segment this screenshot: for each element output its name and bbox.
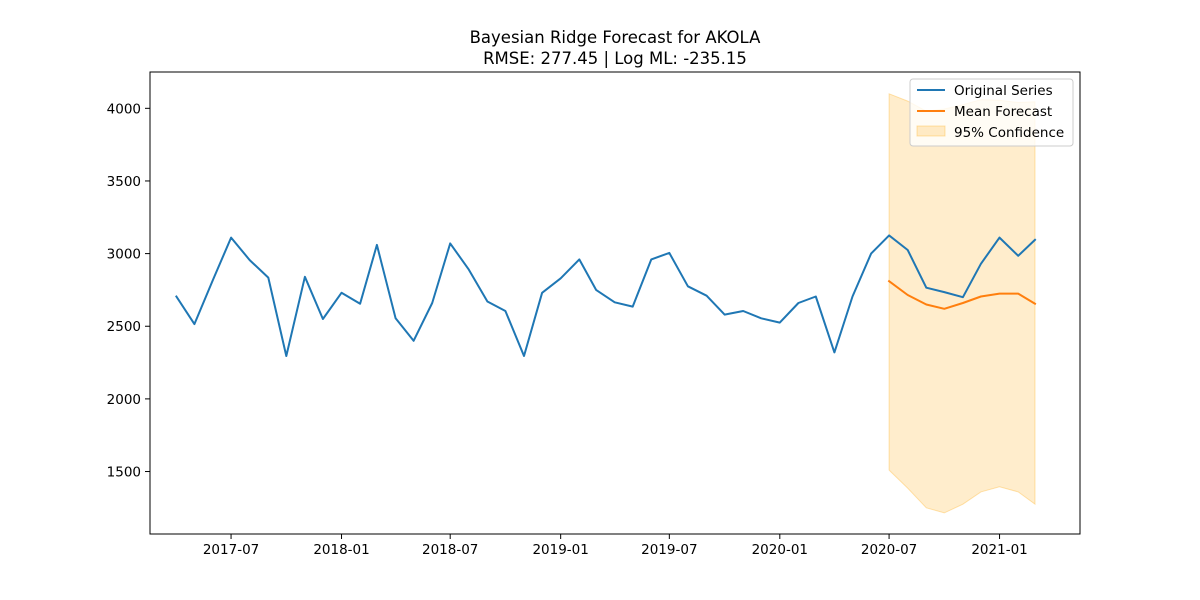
legend-swatch-confidence bbox=[916, 125, 946, 137]
legend-label-confidence: 95% Confidence bbox=[954, 125, 1064, 141]
x-tick-label: 2018-01 bbox=[313, 542, 369, 558]
plot-frame bbox=[149, 71, 1081, 535]
y-tick-label: 2000 bbox=[107, 392, 141, 408]
x-tick-label: 2019-01 bbox=[532, 542, 588, 558]
y-tick-label: 2500 bbox=[107, 319, 141, 335]
x-tick-label: 2021-01 bbox=[971, 542, 1027, 558]
x-tick-label: 2019-07 bbox=[641, 542, 697, 558]
x-tick-label: 2020-01 bbox=[752, 542, 808, 558]
y-tick-label: 3500 bbox=[107, 174, 141, 190]
x-tick-label: 2017-07 bbox=[203, 542, 259, 558]
legend-label-forecast: Mean Forecast bbox=[954, 104, 1052, 120]
x-tick-label: 2020-07 bbox=[861, 542, 917, 558]
y-tick-label: 1500 bbox=[107, 465, 141, 481]
legend: Original Series Mean Forecast 95% Confid… bbox=[909, 78, 1074, 147]
series-layer bbox=[175, 234, 1037, 357]
x-tick-label: 2018-07 bbox=[422, 542, 478, 558]
chart-subtitle: RMSE: 277.45 | Log ML: -235.15 bbox=[483, 49, 747, 68]
y-tick-label: 3000 bbox=[107, 247, 141, 263]
y-axis: 1500 2000 2500 3000 3500 4000 bbox=[107, 101, 150, 481]
x-axis: 2017-07 2018-01 2018-07 2019-01 2019-07 2020-… bbox=[203, 534, 1028, 558]
legend-label-original: Original Series bbox=[954, 83, 1053, 99]
original-series-line bbox=[175, 234, 1037, 357]
chart-title: Bayesian Ridge Forecast for AKOLA bbox=[470, 28, 761, 47]
y-tick-label: 4000 bbox=[107, 101, 141, 117]
mean-forecast-line bbox=[887, 279, 1037, 310]
legend-box bbox=[909, 78, 1074, 147]
